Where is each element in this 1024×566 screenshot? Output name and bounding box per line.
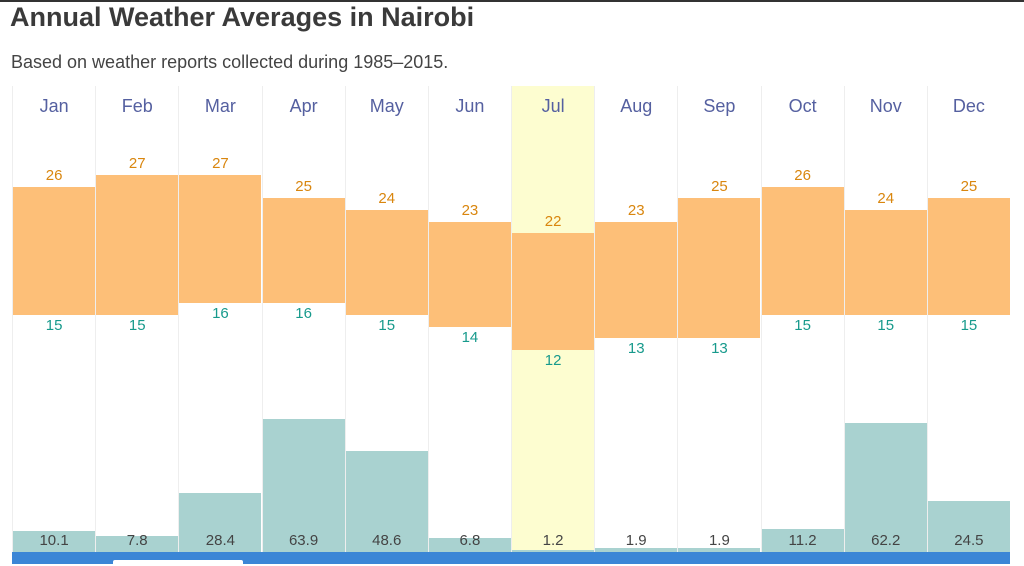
month-column-apr[interactable]: Apr 25 16 63.9	[261, 86, 345, 552]
low-temp-label: 15	[45, 317, 63, 335]
low-temp-label: 15	[960, 317, 978, 335]
precipitation-label: 28.4	[205, 532, 235, 549]
low-temp-label: 16	[295, 305, 312, 323]
precipitation-bar	[761, 528, 844, 552]
precipitation-bar	[927, 501, 1010, 552]
high-temp-label: 26	[45, 166, 63, 184]
low-temp-label: 15	[877, 317, 895, 335]
precipitation-label: 1.9	[708, 532, 730, 549]
month-column-nov[interactable]: Nov 24 15 62.2	[843, 86, 927, 552]
precipitation-label: 62.2	[871, 532, 901, 549]
month-column-may[interactable]: May 24 15 48.6	[344, 86, 428, 552]
high-temp-label: 24	[378, 190, 396, 207]
high-temp-label: 26	[794, 166, 811, 184]
low-temp-label: 14	[461, 328, 479, 346]
high-temp-label: 24	[877, 190, 895, 207]
low-temp-label: 15	[794, 317, 811, 335]
precipitation-bar	[13, 531, 96, 552]
temperature-bar	[844, 210, 927, 316]
temperature-bar	[428, 221, 511, 327]
high-temp-label: 25	[711, 178, 728, 196]
precipitation-bar	[678, 548, 761, 552]
low-temp-label: 13	[627, 340, 645, 358]
page-title: Annual Weather Averages in Nairobi	[10, 2, 475, 32]
low-temp-label: 16	[212, 305, 229, 323]
temperature-bar	[262, 198, 345, 304]
month-label: Nov	[869, 96, 902, 116]
month-column-mar[interactable]: Mar 27 16 28.4	[178, 86, 262, 552]
precipitation-bar	[595, 548, 678, 552]
month-label: May	[369, 96, 404, 116]
precipitation-label: 1.9	[625, 532, 647, 549]
precipitation-label: 63.9	[288, 532, 319, 549]
temperature-bar	[927, 198, 1010, 316]
month-column-oct[interactable]: Oct 26 15 11.2	[760, 86, 844, 552]
precipitation-bar	[428, 537, 511, 552]
precipitation-bar	[262, 419, 345, 552]
month-column-jul[interactable]: Jul 22 12 1.2	[511, 86, 595, 552]
high-temp-label: 27	[128, 155, 146, 172]
precipitation-bar	[345, 450, 428, 552]
temperature-bar	[512, 233, 595, 351]
low-temp-label: 15	[128, 317, 146, 335]
month-label: Jan	[39, 96, 69, 116]
precipitation-label: 1.2	[542, 532, 564, 549]
precipitation-bar	[844, 422, 927, 552]
precipitation-bar	[179, 492, 262, 552]
precipitation-label: 10.1	[39, 532, 69, 549]
temperature-bar	[595, 221, 678, 339]
month-label: Apr	[289, 96, 318, 116]
low-temp-label: 13	[711, 340, 728, 358]
high-temp-label: 25	[295, 178, 312, 196]
precipitation-label: 7.8	[126, 532, 148, 549]
high-temp-label: 27	[212, 155, 229, 172]
month-label: Feb	[121, 96, 153, 116]
month-label: Sep	[703, 96, 736, 116]
temperature-bar	[678, 198, 761, 339]
low-temp-label: 12	[544, 352, 562, 370]
high-temp-label: 25	[960, 178, 978, 196]
temperature-bar	[96, 175, 179, 316]
month-column-jun[interactable]: Jun 23 14 6.8	[427, 86, 511, 552]
high-temp-label: 22	[544, 213, 562, 231]
month-label: Dec	[952, 96, 985, 116]
precipitation-bar	[96, 535, 179, 552]
temperature-bar	[179, 175, 262, 304]
weather-chart: Jan 26 15 10.1 Feb 27 15 7.8 Mar 27 16 28.4 Apr 25 16 6…	[12, 86, 1010, 552]
subtitle: Based on weather reports collected durin…	[11, 52, 449, 72]
month-column-dec[interactable]: Dec 25 15 24.5	[926, 86, 1010, 552]
precipitation-bar	[512, 549, 595, 552]
temperature-bar	[13, 186, 96, 316]
scroll-handle[interactable]	[113, 560, 243, 566]
month-label: Oct	[788, 96, 817, 116]
month-label: Jul	[541, 96, 565, 116]
precipitation-label: 48.6	[372, 532, 402, 549]
temperature-bar	[345, 210, 428, 316]
month-label: Aug	[620, 96, 653, 116]
month-label: Mar	[204, 96, 236, 116]
temperature-bar	[761, 186, 844, 316]
month-label: Jun	[455, 96, 485, 116]
footer-bar	[12, 552, 1010, 566]
precipitation-label: 6.8	[459, 532, 481, 549]
month-column-feb[interactable]: Feb 27 15 7.8	[95, 86, 179, 552]
high-temp-label: 23	[627, 201, 645, 219]
precipitation-label: 11.2	[788, 532, 817, 549]
low-temp-label: 15	[378, 317, 396, 335]
month-column-aug[interactable]: Aug 23 13 1.9	[594, 86, 678, 552]
high-temp-label: 23	[461, 201, 479, 219]
precipitation-label: 24.5	[954, 532, 984, 549]
month-column-sep[interactable]: Sep 25 13 1.9	[677, 86, 761, 552]
month-column-jan[interactable]: Jan 26 15 10.1	[12, 86, 96, 552]
